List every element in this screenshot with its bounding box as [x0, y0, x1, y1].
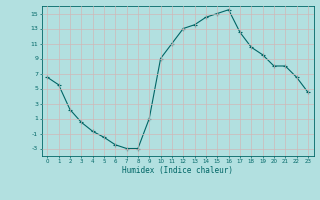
- X-axis label: Humidex (Indice chaleur): Humidex (Indice chaleur): [122, 166, 233, 175]
